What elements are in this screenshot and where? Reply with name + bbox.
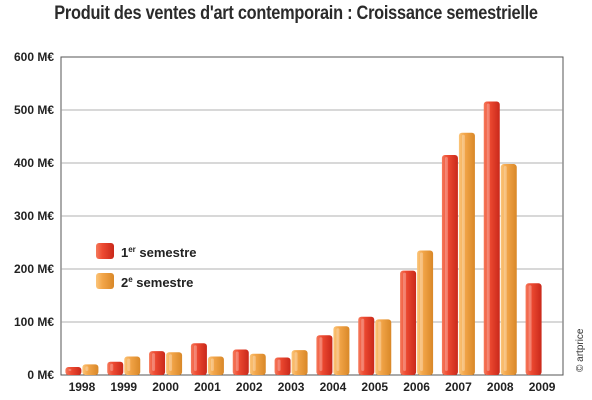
bar-highlight bbox=[444, 157, 448, 371]
bar-series-1-2008 bbox=[483, 101, 500, 376]
bar-series-1-2009 bbox=[525, 283, 542, 375]
bar-series-2-2004 bbox=[333, 326, 350, 375]
x-tick-label: 2002 bbox=[236, 380, 263, 394]
bar-series-1-2005 bbox=[358, 316, 375, 375]
bar-highlight bbox=[169, 354, 173, 371]
x-tick-label: 2009 bbox=[529, 380, 556, 394]
bar-series-1-2007 bbox=[441, 155, 458, 375]
legend: 1er semestre 2e semestre bbox=[96, 243, 197, 290]
y-tick-label: 300 M€ bbox=[14, 209, 54, 223]
bar-series-2-2007 bbox=[458, 132, 475, 375]
bar-series-2-2000 bbox=[166, 352, 183, 375]
bar-series-2-2001 bbox=[207, 356, 224, 375]
bar-highlight bbox=[210, 358, 214, 371]
bar-highlight bbox=[486, 103, 490, 372]
y-tick-label: 600 M€ bbox=[14, 50, 54, 64]
x-tick-label: 2004 bbox=[320, 380, 347, 394]
bar-highlight bbox=[193, 345, 197, 371]
bar-series-1-1998 bbox=[65, 367, 82, 375]
x-tick-label: 2001 bbox=[194, 380, 221, 394]
bar-series-2-2006 bbox=[417, 250, 434, 375]
bar-highlight bbox=[528, 285, 532, 371]
bar-highlight bbox=[336, 328, 340, 371]
bar-series-2-2008 bbox=[500, 164, 517, 375]
bar-series-1-2006 bbox=[400, 270, 417, 375]
bars bbox=[65, 101, 542, 376]
legend-swatch-1 bbox=[96, 243, 114, 259]
bar-highlight bbox=[127, 358, 131, 371]
bar-highlight bbox=[152, 353, 156, 371]
bar-highlight bbox=[68, 369, 72, 371]
bar-highlight bbox=[235, 351, 239, 371]
bar-highlight bbox=[294, 352, 298, 371]
bar-series-2-2005 bbox=[375, 319, 392, 375]
legend-label-1: 1er semestre bbox=[121, 245, 197, 260]
legend-swatch-2 bbox=[96, 273, 114, 289]
bar-highlight bbox=[252, 355, 256, 371]
bar-highlight bbox=[361, 318, 365, 371]
x-tick-label: 2000 bbox=[152, 380, 179, 394]
y-tick-label: 0 M€ bbox=[27, 368, 54, 382]
legend-label-2: 2e semestre bbox=[121, 275, 193, 290]
bar-highlight bbox=[110, 363, 114, 371]
x-tick-label: 2003 bbox=[278, 380, 305, 394]
bar-series-1-2000 bbox=[149, 351, 166, 375]
x-axis: 1998 1999 2000 2001 2002 2003 2004 2005 2006 2007… bbox=[69, 380, 556, 394]
x-tick-label: 2007 bbox=[445, 380, 472, 394]
bar-highlight bbox=[461, 134, 465, 371]
bar-series-2-2003 bbox=[291, 350, 308, 375]
x-tick-label: 2008 bbox=[487, 380, 514, 394]
chart-title: Produit des ventes d'art contemporain : … bbox=[54, 3, 538, 24]
bar-series-1-2002 bbox=[232, 349, 249, 375]
bar-series-2-1998 bbox=[82, 364, 99, 375]
bar-highlight bbox=[503, 166, 507, 371]
bar-highlight bbox=[85, 366, 89, 371]
bar-series-2-2002 bbox=[249, 353, 266, 375]
y-axis: 0 M€ 100 M€ 200 M€ 300 M€ 400 M€ 500 M€ 600 M€ bbox=[14, 50, 54, 382]
x-tick-label: 2006 bbox=[403, 380, 430, 394]
y-tick-label: 400 M€ bbox=[14, 156, 54, 170]
bar-highlight bbox=[378, 321, 382, 371]
y-tick-label: 100 M€ bbox=[14, 315, 54, 329]
bar-series-1-2003 bbox=[274, 357, 291, 375]
x-tick-label: 1999 bbox=[110, 380, 137, 394]
bar-highlight bbox=[420, 252, 424, 371]
bar-series-1-1999 bbox=[107, 361, 124, 375]
y-tick-label: 500 M€ bbox=[14, 103, 54, 117]
bar-highlight bbox=[403, 272, 407, 371]
y-tick-label: 200 M€ bbox=[14, 262, 54, 276]
gridlines bbox=[61, 109, 563, 323]
x-tick-label: 2005 bbox=[361, 380, 388, 394]
credit-text: © artprice bbox=[575, 328, 586, 372]
bar-series-2-1999 bbox=[124, 356, 141, 375]
bar-highlight bbox=[277, 359, 281, 371]
bar-series-1-2001 bbox=[190, 343, 207, 375]
x-tick-label: 1998 bbox=[69, 380, 96, 394]
bar-highlight bbox=[319, 337, 323, 371]
bar-series-1-2004 bbox=[316, 335, 333, 375]
